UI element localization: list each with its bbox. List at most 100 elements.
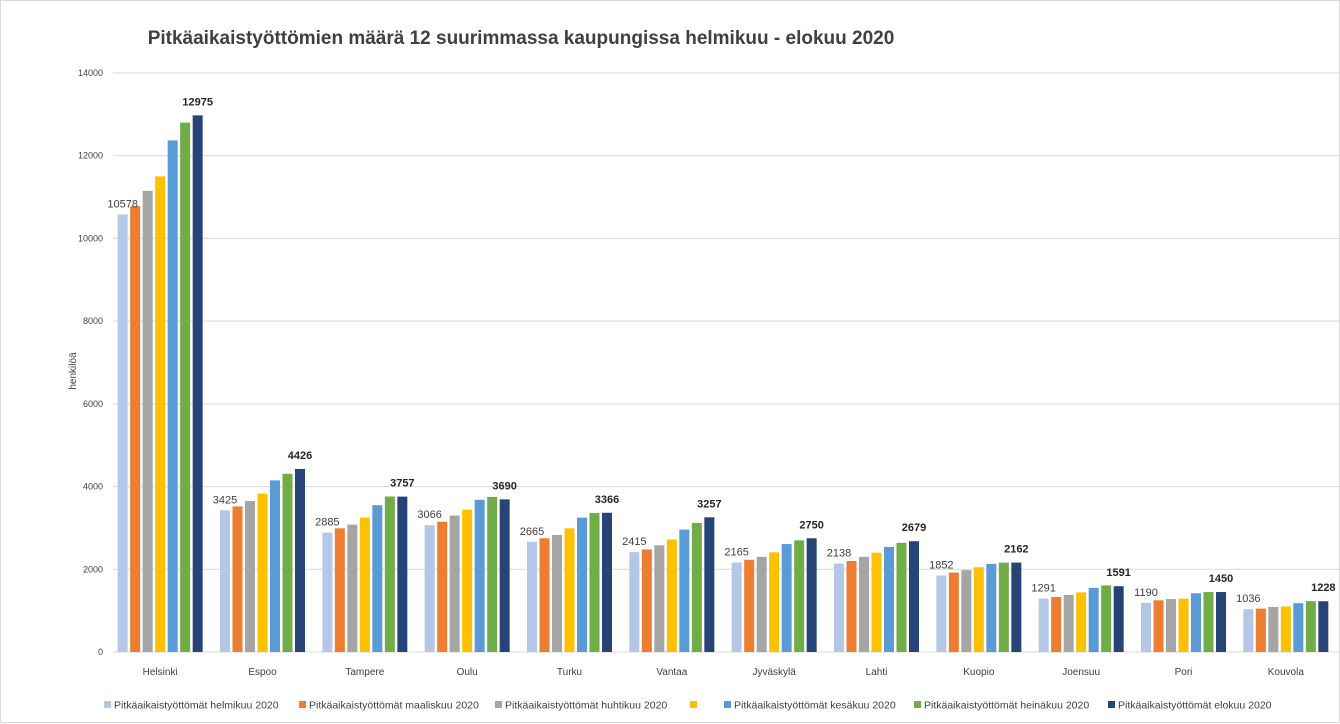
bar (654, 545, 665, 652)
bar (794, 540, 805, 652)
x-tick-label: Joensuu (1062, 667, 1100, 678)
bar (1216, 592, 1226, 652)
bar (1255, 608, 1266, 652)
x-tick-label: Kouvola (1268, 667, 1305, 678)
bar (424, 525, 435, 652)
data-label: 3425 (213, 494, 237, 506)
bar (539, 538, 550, 652)
bar (295, 468, 305, 652)
data-label: 2165 (724, 546, 748, 558)
bar (1305, 601, 1316, 652)
bar (117, 214, 128, 652)
bar (704, 517, 715, 652)
x-tick-label: Pori (1175, 667, 1193, 678)
bar (781, 544, 792, 652)
y-tick-label: 0 (98, 647, 103, 657)
bar (589, 513, 600, 652)
x-tick-label: Espoo (248, 667, 277, 678)
data-label: 2679 (902, 522, 926, 534)
bar (437, 521, 448, 652)
legend-swatch (724, 701, 731, 708)
data-label: 3690 (492, 480, 516, 492)
x-tick-label: Turku (557, 667, 582, 678)
bar (1166, 599, 1176, 652)
bar (1141, 602, 1151, 652)
bar (884, 546, 894, 652)
bar (602, 512, 612, 652)
data-label: 2750 (799, 519, 823, 531)
y-tick-label: 12000 (78, 151, 103, 161)
y-axis-label: henkilöä (68, 352, 79, 390)
gridlines (113, 72, 1340, 653)
bar (322, 532, 333, 652)
data-label: 1852 (929, 559, 953, 571)
y-tick-label: 2000 (83, 564, 103, 574)
bar (552, 534, 562, 652)
bar (130, 206, 141, 653)
bar (936, 575, 947, 652)
data-label: 12975 (182, 96, 213, 108)
legend-label: Pitkäaikaistyöttömät kesäkuu 2020 (734, 700, 896, 712)
bar (1243, 609, 1254, 652)
bar (973, 567, 984, 652)
bar (641, 549, 652, 652)
data-label: 3366 (595, 494, 619, 506)
data-label: 3257 (697, 498, 721, 510)
legend-swatch (495, 701, 502, 708)
data-label: 1228 (1311, 582, 1335, 594)
data-label: 3757 (390, 478, 414, 490)
bar (462, 509, 473, 652)
bar (192, 115, 203, 653)
bar (834, 563, 844, 652)
data-label: 2162 (1004, 544, 1028, 556)
data-label: 3066 (417, 509, 441, 521)
bar (1011, 562, 1022, 652)
bar (1318, 601, 1329, 652)
legend-swatch (690, 701, 697, 708)
bars (117, 115, 1329, 653)
bar (1051, 596, 1062, 652)
bar (1191, 593, 1201, 652)
bar (806, 538, 817, 652)
bar (1113, 586, 1124, 652)
category-labels: Helsinki Espoo Tampere Oulu Turku Vantaa Jyväs… (143, 667, 1305, 678)
bar (744, 559, 755, 652)
bar (1293, 603, 1304, 652)
data-labels: 10578 12975 3425 4426 2885 3757 3066 3690 2665 33… (107, 96, 1335, 605)
x-tick-label: Helsinki (143, 667, 178, 678)
bar (1076, 592, 1087, 652)
bar (384, 496, 395, 652)
y-tick-label: 8000 (83, 316, 103, 326)
y-axis-ticks: 0 2000 4000 6000 8000 10000 12000 14000 (78, 68, 103, 657)
bar (1063, 594, 1074, 652)
bar (998, 562, 1009, 652)
bar (961, 570, 972, 652)
bar (245, 501, 255, 652)
legend-label: Pitkäaikaistyöttömät heinäkuu 2020 (924, 700, 1089, 712)
bar (1153, 600, 1164, 652)
data-label: 1036 (1236, 593, 1260, 605)
legend-swatch (104, 701, 111, 708)
data-label: 10578 (107, 199, 138, 211)
bar (347, 524, 358, 652)
bar (270, 480, 280, 652)
bar (1088, 587, 1099, 652)
bar (372, 505, 383, 652)
legend-label: Pitkäaikaistyöttömät helmikuu 2020 (114, 700, 279, 712)
bar (1280, 606, 1291, 652)
x-tick-label: Lahti (866, 667, 888, 678)
bar (871, 552, 882, 652)
y-tick-label: 14000 (78, 68, 103, 78)
bar (909, 541, 919, 652)
bar (859, 556, 869, 652)
bar (220, 510, 230, 652)
bar (449, 515, 460, 652)
x-tick-label: Oulu (457, 667, 478, 678)
legend-label: Pitkäaikaistyöttömät elokuu 2020 (1118, 700, 1272, 712)
x-tick-label: Vantaa (656, 667, 687, 678)
bar (155, 176, 166, 652)
bar (577, 517, 587, 652)
y-tick-label: 6000 (83, 399, 103, 409)
data-label: 1291 (1031, 583, 1055, 595)
